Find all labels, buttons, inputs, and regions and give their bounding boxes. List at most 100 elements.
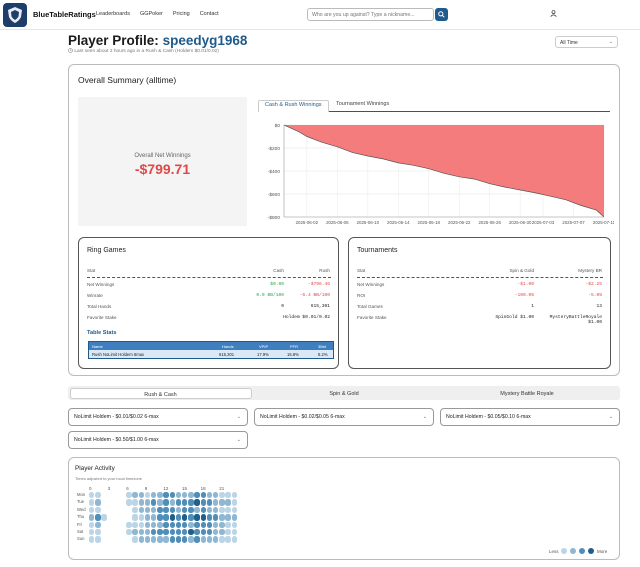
activity-cell[interactable] (138, 514, 144, 521)
activity-cell[interactable] (219, 492, 225, 499)
activity-cell[interactable] (200, 514, 206, 521)
activity-cell[interactable] (95, 529, 101, 536)
activity-cell[interactable] (206, 492, 213, 499)
activity-cell[interactable] (231, 529, 237, 536)
activity-cell[interactable] (151, 499, 157, 506)
activity-cell[interactable] (89, 529, 95, 536)
activity-cell[interactable] (107, 499, 113, 506)
activity-cell[interactable] (206, 514, 213, 521)
activity-cell[interactable] (219, 536, 225, 543)
activity-cell[interactable] (194, 529, 200, 536)
activity-cell[interactable] (144, 499, 151, 506)
activity-cell[interactable] (182, 492, 188, 499)
activity-cell[interactable] (113, 529, 120, 536)
brand-logo[interactable] (3, 3, 27, 27)
activity-cell[interactable] (163, 536, 169, 543)
activity-cell[interactable] (89, 514, 95, 521)
activity-cell[interactable] (219, 514, 225, 521)
activity-cell[interactable] (175, 492, 182, 499)
activity-cell[interactable] (169, 529, 175, 536)
activity-cell[interactable] (120, 536, 126, 543)
activity-cell[interactable] (144, 536, 151, 543)
activity-cell[interactable] (157, 536, 163, 543)
activity-cell[interactable] (188, 514, 194, 521)
activity-cell[interactable] (200, 529, 206, 536)
activity-cell[interactable] (132, 492, 138, 499)
activity-cell[interactable] (126, 492, 132, 499)
activity-cell[interactable] (95, 536, 101, 543)
activity-cell[interactable] (206, 499, 213, 506)
activity-cell[interactable] (175, 529, 182, 536)
activity-cell[interactable] (225, 492, 231, 499)
activity-cell[interactable] (200, 499, 206, 506)
activity-cell[interactable] (206, 536, 213, 543)
activity-cell[interactable] (157, 506, 163, 514)
activity-cell[interactable] (188, 499, 194, 506)
activity-cell[interactable] (101, 499, 107, 506)
activity-cell[interactable] (169, 514, 175, 521)
activity-cell[interactable] (188, 492, 194, 499)
activity-cell[interactable] (157, 514, 163, 521)
activity-cell[interactable] (163, 506, 169, 514)
activity-cell[interactable] (213, 499, 219, 506)
activity-cell[interactable] (194, 514, 200, 521)
activity-cell[interactable] (163, 529, 169, 536)
activity-cell[interactable] (113, 514, 120, 521)
nav-link-pricing[interactable]: Pricing (172, 11, 190, 17)
activity-cell[interactable] (219, 529, 225, 536)
tab-mystery-battle-royale[interactable]: Mystery Battle Royale (500, 390, 554, 397)
activity-cell[interactable] (144, 521, 151, 528)
activity-cell[interactable] (175, 521, 182, 528)
activity-cell[interactable] (182, 506, 188, 514)
time-range-select[interactable]: All Time ⌄ (555, 36, 618, 48)
activity-cell[interactable] (107, 506, 113, 514)
activity-cell[interactable] (95, 499, 101, 506)
activity-cell[interactable] (213, 521, 219, 528)
activity-cell[interactable] (231, 521, 237, 528)
activity-cell[interactable] (138, 521, 144, 528)
activity-cell[interactable] (120, 492, 126, 499)
activity-cell[interactable] (219, 506, 225, 514)
nav-link-leaderboards[interactable]: Leaderboards (96, 11, 130, 17)
activity-cell[interactable] (107, 536, 113, 543)
nav-link-contact[interactable]: Contact (199, 11, 219, 17)
user-menu[interactable] (550, 10, 557, 19)
activity-cell[interactable] (225, 514, 231, 521)
activity-cell[interactable] (182, 514, 188, 521)
activity-cell[interactable] (151, 492, 157, 499)
activity-cell[interactable] (194, 521, 200, 528)
activity-cell[interactable] (163, 514, 169, 521)
activity-cell[interactable] (157, 521, 163, 528)
activity-cell[interactable] (95, 521, 101, 528)
activity-cell[interactable] (89, 521, 95, 528)
player-search-input[interactable] (307, 8, 434, 21)
activity-cell[interactable] (219, 499, 225, 506)
activity-cell[interactable] (107, 492, 113, 499)
activity-cell[interactable] (182, 499, 188, 506)
activity-cell[interactable] (151, 521, 157, 528)
activity-cell[interactable] (163, 492, 169, 499)
activity-cell[interactable] (132, 536, 138, 543)
activity-cell[interactable] (225, 521, 231, 528)
activity-cell[interactable] (206, 506, 213, 514)
activity-cell[interactable] (151, 506, 157, 514)
activity-cell[interactable] (132, 529, 138, 536)
activity-cell[interactable] (169, 521, 175, 528)
activity-cell[interactable] (138, 529, 144, 536)
activity-cell[interactable] (132, 506, 138, 514)
activity-cell[interactable] (126, 499, 132, 506)
activity-cell[interactable] (101, 492, 107, 499)
activity-cell[interactable] (120, 529, 126, 536)
activity-cell[interactable] (219, 521, 225, 528)
activity-cell[interactable] (151, 514, 157, 521)
activity-cell[interactable] (107, 521, 113, 528)
activity-cell[interactable] (89, 506, 95, 514)
activity-cell[interactable] (138, 492, 144, 499)
activity-cell[interactable] (231, 514, 237, 521)
activity-cell[interactable] (101, 514, 107, 521)
activity-cell[interactable] (101, 506, 107, 514)
tab-cash-rush-winnings[interactable]: Cash & Rush Winnings (258, 100, 329, 112)
activity-cell[interactable] (225, 536, 231, 543)
activity-cell[interactable] (169, 536, 175, 543)
activity-cell[interactable] (144, 506, 151, 514)
